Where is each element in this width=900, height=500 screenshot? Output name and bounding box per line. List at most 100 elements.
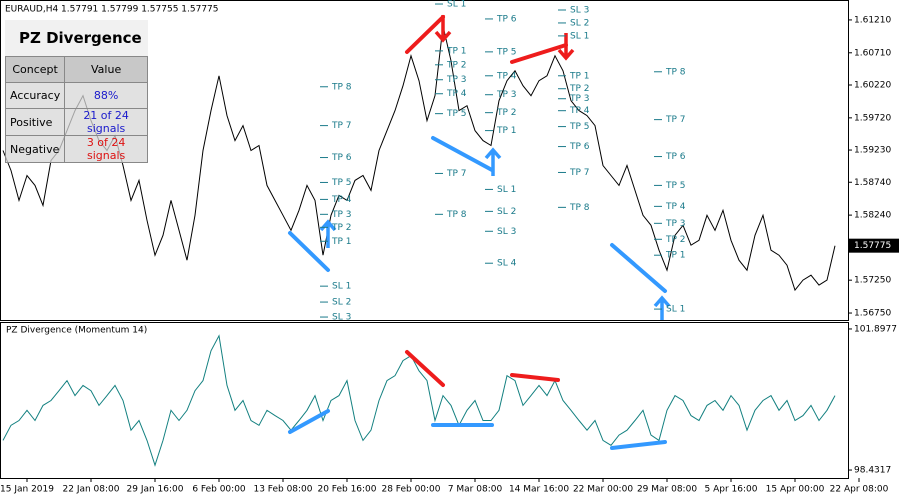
y-tick-label: 1.61210 <box>854 15 891 25</box>
level-label: TP 7 <box>665 115 686 125</box>
current-price-box <box>849 238 899 253</box>
cell: 88% <box>64 82 148 109</box>
level-label: TP 4 <box>569 106 590 116</box>
level-label: SL 1 <box>332 282 351 292</box>
level-label: SL 3 <box>570 6 589 16</box>
level-label: TP 3 <box>569 94 590 104</box>
level-label: TP 5 <box>665 181 686 191</box>
level-label: TP 3 <box>665 219 686 229</box>
x-tick-label: 22 Mar 00:00 <box>573 485 633 495</box>
y-tick-label: 1.58740 <box>854 178 891 188</box>
signal-arrow <box>557 33 575 61</box>
oscillator-frame <box>0 322 849 479</box>
divergence-line <box>510 43 568 64</box>
symbol-info: EURAUD,H4 1.57791 1.57799 1.57755 1.5777… <box>5 5 219 15</box>
current-price-label: 1.57775 <box>854 241 891 251</box>
oscillator-divergence <box>405 350 445 387</box>
level-label: TP 5 <box>496 47 517 57</box>
level-label: TP 1 <box>331 237 352 247</box>
signal-arrow <box>434 15 452 43</box>
level-label: TP 2 <box>331 223 352 233</box>
level-label: TP 8 <box>331 82 352 92</box>
level-label: TP 1 <box>665 251 686 261</box>
x-tick-label: 5 Apr 16:00 <box>705 485 758 495</box>
x-tick-label: 22 Apr 08:00 <box>830 485 889 495</box>
level-label: TP 2 <box>496 108 517 118</box>
level-label: TP 5 <box>569 122 590 132</box>
y-tick-label: 1.60220 <box>854 80 891 90</box>
level-label: TP 6 <box>569 142 590 152</box>
y-tick-label: 1.60710 <box>854 48 891 58</box>
y-tick-label: 98.4317 <box>854 466 891 476</box>
level-label: SL 3 <box>497 227 516 237</box>
divergence-line <box>610 243 667 293</box>
level-label: TP 1 <box>446 46 467 56</box>
cell: Negative <box>4 135 66 163</box>
oscillator-divergence <box>288 409 330 434</box>
divergence-line <box>405 15 445 54</box>
cell: Positive <box>4 108 66 136</box>
level-label: TP 6 <box>665 152 686 162</box>
y-tick-label: 1.59230 <box>854 146 891 156</box>
level-label: SL 2 <box>332 298 351 308</box>
level-label: TP 8 <box>446 210 467 220</box>
level-label: TP 4 <box>496 71 517 81</box>
x-tick-label: 6 Feb 00:00 <box>192 485 246 495</box>
level-label: TP 6 <box>331 153 352 163</box>
level-label: TP 6 <box>496 14 517 24</box>
oscillator-divergence <box>510 373 560 382</box>
x-tick-label: 28 Feb 00:00 <box>381 485 440 495</box>
level-label: SL 1 <box>497 185 516 195</box>
y-tick-label: 1.59720 <box>854 113 891 123</box>
divergence-line <box>288 231 330 272</box>
oscillator-title: PZ Divergence (Momentum 14) <box>6 326 147 336</box>
level-label: TP 2 <box>665 235 686 245</box>
level-label: TP 3 <box>446 75 467 85</box>
level-label: TP 5 <box>331 178 352 188</box>
y-tick-label: 1.56750 <box>854 309 891 319</box>
level-label: TP 8 <box>569 203 590 213</box>
x-tick-label: 15 Apr 00:00 <box>766 485 825 495</box>
level-label: SL 2 <box>570 18 589 28</box>
cell: Accuracy <box>4 82 66 109</box>
data-line <box>2 334 836 467</box>
data-line <box>2 25 836 292</box>
level-label: SL 2 <box>497 207 516 217</box>
signal-arrow <box>484 147 502 176</box>
level-label: SL 4 <box>497 259 517 269</box>
level-label: SL 3 <box>332 313 351 323</box>
x-tick-label: 13 Feb 08:00 <box>253 485 312 495</box>
x-tick-label: 20 Feb 16:00 <box>317 485 376 495</box>
x-tick-label: 29 Jan 16:00 <box>127 485 184 495</box>
level-label: TP 4 <box>665 202 686 212</box>
level-label: TP 7 <box>569 168 590 178</box>
x-tick-label: 14 Mar 16:00 <box>509 485 569 495</box>
level-label: TP 4 <box>446 89 467 99</box>
header-cell: Value <box>64 56 148 83</box>
oscillator-divergence <box>610 440 667 450</box>
level-label: SL 1 <box>447 0 466 10</box>
level-label: TP 1 <box>496 126 517 136</box>
level-label: TP 2 <box>446 60 467 70</box>
level-label: TP 2 <box>569 84 590 94</box>
stats-panel: PZ Divergence Concept Value Accuracy 88% P… <box>4 20 148 163</box>
x-tick-label: 7 Mar 08:00 <box>448 485 503 495</box>
divergence-line <box>431 136 494 172</box>
level-label: TP 1 <box>569 71 590 81</box>
stats-table: Concept Value Accuracy 88% Positive 21 of 2… <box>4 56 148 163</box>
level-label: SL 1 <box>666 305 685 315</box>
y-tick-label: 1.58240 <box>854 211 891 221</box>
level-label: TP 8 <box>665 67 686 77</box>
level-label: TP 3 <box>496 90 517 100</box>
level-label: SL 1 <box>570 31 589 41</box>
panel-title: PZ Divergence <box>5 20 148 56</box>
level-label: TP 7 <box>331 121 352 131</box>
cell: 21 of 24 signals <box>64 108 148 136</box>
x-tick-label: 29 Mar 08:00 <box>637 485 697 495</box>
level-label: TP 3 <box>331 210 352 220</box>
cell: 3 of 24 signals <box>64 135 148 163</box>
level-label: TP 7 <box>446 169 467 179</box>
header-cell: Concept <box>4 56 66 83</box>
